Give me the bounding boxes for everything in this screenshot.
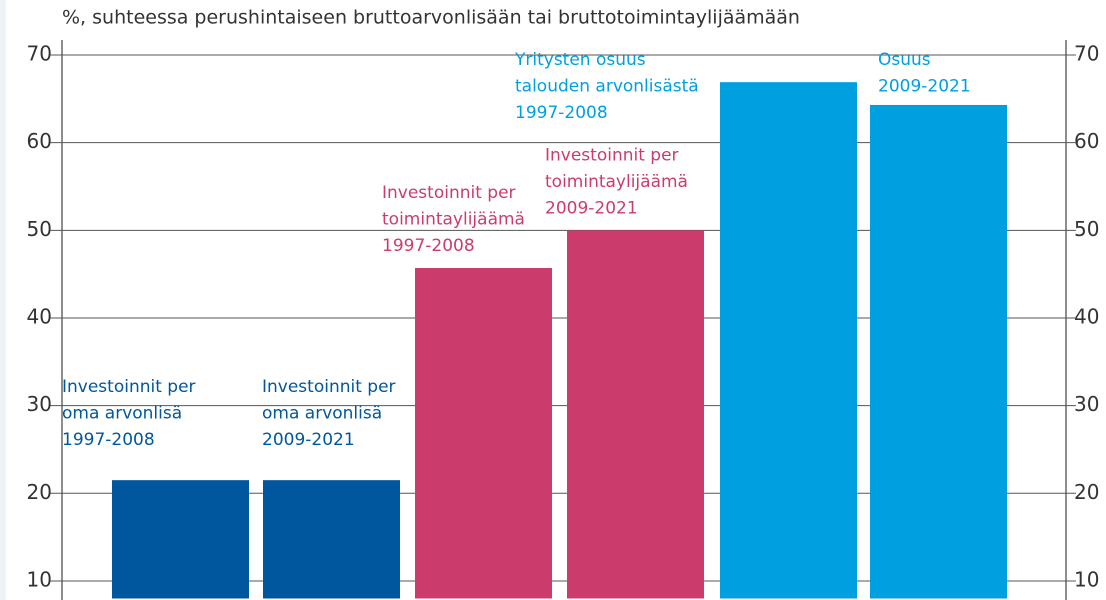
y-tick-label: 30 [27,392,52,416]
y-tick-label: 40 [27,304,52,328]
bar [567,230,704,599]
bar-label: oma arvonlisä [62,404,182,424]
bar-label: 1997-2008 [62,430,155,450]
bar-label: Investoinnit per [545,145,679,165]
bar-label: Investoinnit per [262,377,396,397]
y-tick-label: 20 [27,480,52,504]
bar [112,480,249,599]
y-tick-label: 70 [27,41,52,65]
y2-tick-label: 40 [1074,304,1099,328]
y2-tick-label: 20 [1074,480,1099,504]
left-strip [0,0,6,600]
bar-label: toimintaylijäämä [382,210,525,230]
y2-tick-label: 50 [1074,217,1099,241]
bar-label: 1997-2008 [515,103,608,123]
bar-label: toimintaylijäämä [545,172,688,192]
bar-label: Osuus [878,50,931,70]
bar-label: Investoinnit per [62,377,196,397]
bar [870,104,1007,599]
bar-label: oma arvonlisä [262,404,382,424]
bar [720,82,857,599]
y2-tick-label: 70 [1074,41,1099,65]
y-tick-label: 10 [27,567,52,591]
y-tick-label: 60 [27,129,52,153]
bar-label: 2009-2021 [878,77,971,97]
y-tick-label: 50 [27,217,52,241]
bar-label: 2009-2021 [262,430,355,450]
bar-label: 2009-2021 [545,198,638,218]
y2-tick-label: 10 [1074,567,1099,591]
bar-label: Yritysten osuus [514,50,646,70]
chart-title: %, suhteessa perushintaiseen bruttoarvon… [62,7,800,29]
bar [263,480,400,599]
bar-label: Investoinnit per [382,183,516,203]
bar-label: 1997-2008 [382,236,475,256]
y2-tick-label: 60 [1074,129,1099,153]
bar-label: talouden arvonlisästä [515,77,699,97]
y2-tick-label: 30 [1074,392,1099,416]
bar [415,268,552,599]
